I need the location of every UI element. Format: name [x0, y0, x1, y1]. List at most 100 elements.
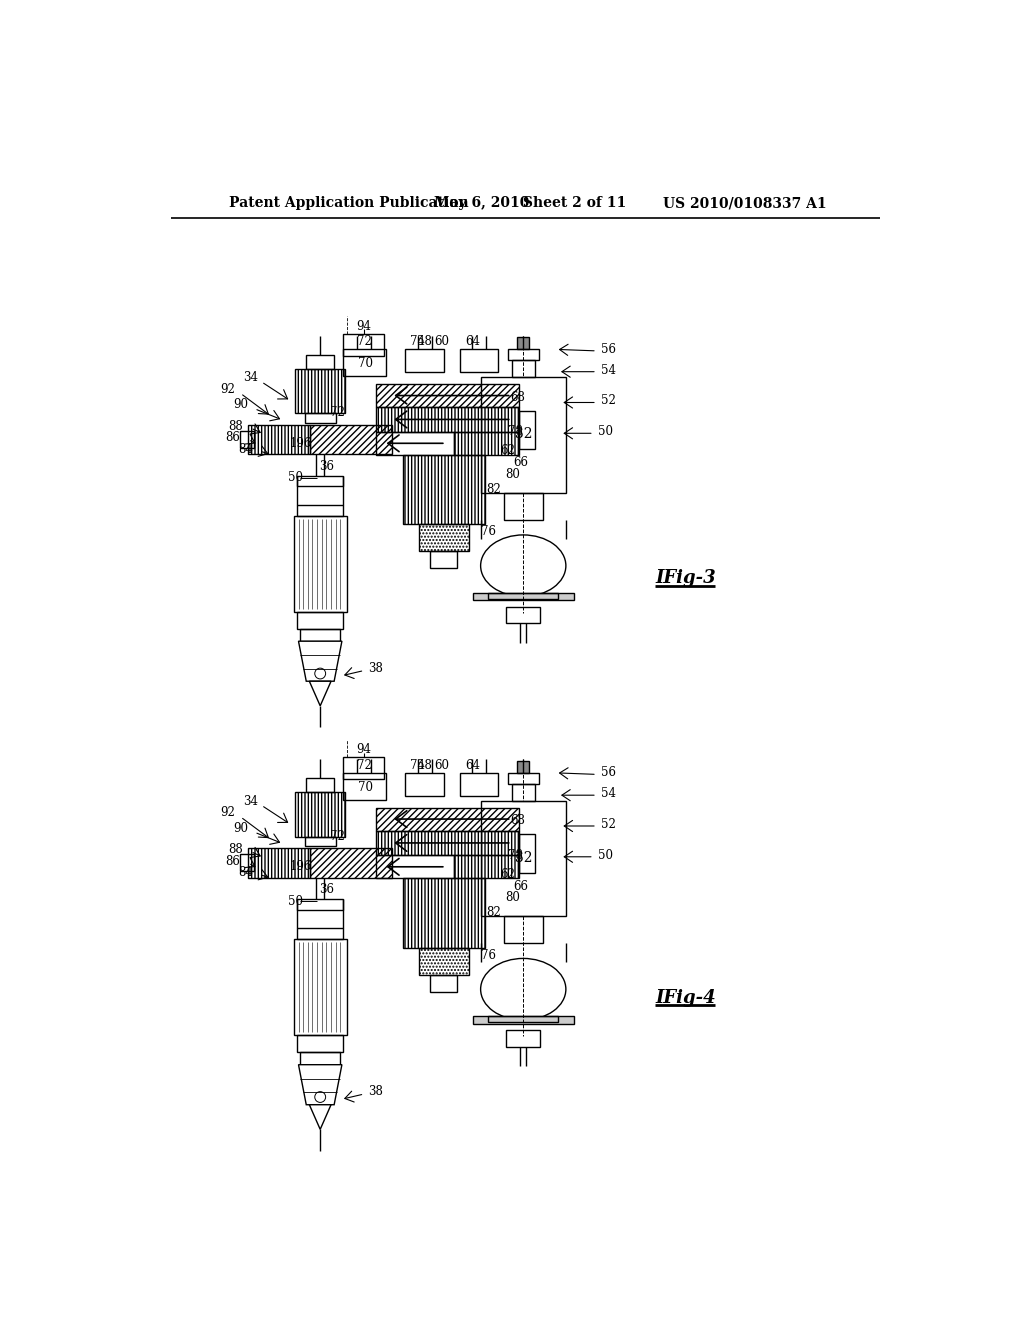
Polygon shape: [309, 1105, 331, 1130]
Text: 50: 50: [289, 471, 303, 484]
Bar: [406, 774, 444, 796]
Text: Patent Application Publication: Patent Application Publication: [228, 197, 468, 210]
Bar: [403, 455, 484, 524]
Text: 78: 78: [508, 425, 522, 438]
Bar: [306, 779, 334, 792]
Text: 54: 54: [601, 363, 615, 376]
Bar: [310, 425, 391, 454]
Text: 92: 92: [220, 807, 234, 820]
Text: 196: 196: [289, 861, 311, 874]
Bar: [294, 940, 346, 1035]
Polygon shape: [299, 642, 342, 681]
Bar: [297, 1035, 343, 1052]
Text: IFig-3: IFig-3: [655, 569, 716, 587]
Bar: [480, 800, 566, 916]
Text: 76: 76: [480, 949, 496, 962]
Bar: [403, 878, 484, 948]
Bar: [454, 432, 519, 455]
Bar: [376, 432, 454, 455]
Text: 70: 70: [357, 781, 373, 795]
Bar: [376, 830, 519, 855]
Text: 64: 64: [465, 335, 480, 348]
Bar: [480, 378, 566, 492]
Bar: [512, 784, 535, 800]
Text: 92: 92: [220, 383, 234, 396]
Text: 32: 32: [514, 428, 532, 441]
Bar: [460, 350, 499, 372]
Bar: [376, 407, 519, 432]
Bar: [300, 1052, 340, 1065]
Text: 34: 34: [244, 795, 258, 808]
Bar: [248, 425, 310, 454]
Text: 58: 58: [418, 759, 432, 772]
Polygon shape: [299, 1065, 342, 1105]
Text: 66: 66: [513, 455, 528, 469]
Text: 94: 94: [356, 319, 371, 333]
Bar: [512, 360, 535, 378]
Text: 74: 74: [411, 759, 425, 772]
Text: 88: 88: [228, 420, 243, 433]
Text: 52: 52: [601, 818, 615, 832]
Text: 82: 82: [486, 907, 501, 920]
Text: 78: 78: [508, 849, 522, 862]
Ellipse shape: [480, 958, 566, 1020]
Text: 84: 84: [239, 444, 254, 455]
Bar: [376, 855, 454, 878]
Bar: [519, 834, 535, 873]
Text: 72: 72: [330, 829, 345, 842]
Text: 70: 70: [357, 358, 373, 371]
Text: 72: 72: [357, 335, 372, 348]
Bar: [305, 837, 336, 846]
Bar: [306, 355, 334, 368]
Text: 94: 94: [356, 743, 371, 756]
Bar: [297, 928, 343, 940]
Text: 36: 36: [318, 883, 334, 896]
Bar: [504, 916, 543, 942]
Bar: [454, 855, 519, 878]
Bar: [297, 475, 343, 487]
Text: 50: 50: [598, 849, 612, 862]
Bar: [295, 792, 345, 837]
Text: 62: 62: [500, 445, 515, 458]
Text: 60: 60: [434, 335, 450, 348]
Text: 90: 90: [233, 399, 248, 412]
Text: Sheet 2 of 11: Sheet 2 of 11: [523, 197, 627, 210]
Bar: [517, 760, 529, 774]
Bar: [295, 368, 345, 413]
Bar: [343, 774, 386, 800]
Bar: [300, 628, 340, 642]
Text: 72: 72: [330, 407, 345, 418]
Text: 50: 50: [598, 425, 612, 438]
Text: 80: 80: [506, 891, 520, 904]
Bar: [506, 607, 541, 623]
Bar: [419, 524, 469, 552]
Text: 86: 86: [225, 432, 241, 445]
Bar: [248, 849, 310, 878]
Text: 84: 84: [239, 866, 254, 879]
Bar: [343, 334, 384, 355]
Text: 74: 74: [411, 335, 425, 348]
Bar: [488, 1016, 558, 1022]
Bar: [508, 350, 539, 360]
Text: 58: 58: [418, 335, 432, 348]
Text: 34: 34: [244, 371, 258, 384]
Text: 38: 38: [369, 661, 383, 675]
Text: 88: 88: [228, 843, 243, 857]
Text: 80: 80: [506, 467, 520, 480]
Text: US 2010/0108337 A1: US 2010/0108337 A1: [663, 197, 826, 210]
Text: 54: 54: [601, 787, 615, 800]
Bar: [376, 808, 519, 830]
Bar: [517, 337, 529, 350]
Text: 50: 50: [289, 895, 303, 908]
Text: 64: 64: [465, 759, 480, 772]
Text: 36: 36: [318, 459, 334, 473]
Text: 76: 76: [480, 525, 496, 539]
Bar: [310, 849, 391, 878]
Bar: [297, 612, 343, 628]
Bar: [297, 899, 343, 909]
Text: 60: 60: [434, 759, 450, 772]
Bar: [506, 1030, 541, 1047]
Text: 52: 52: [601, 395, 615, 408]
Bar: [504, 492, 543, 520]
Text: 68: 68: [510, 391, 525, 404]
